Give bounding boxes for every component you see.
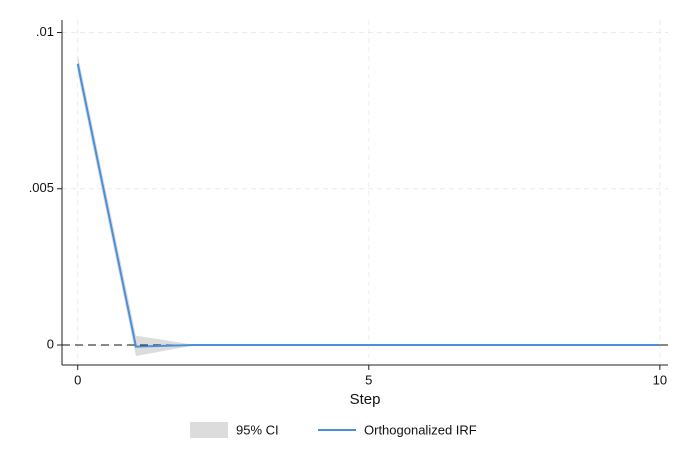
legend-swatch (190, 422, 228, 438)
x-axis-title: Step (350, 391, 381, 408)
x-tick-label: 5 (365, 372, 372, 387)
x-tick-label: 10 (653, 372, 667, 387)
irf-line (76, 63, 660, 348)
y-tick-label: .005 (29, 180, 54, 195)
legend-label: Orthogonalized IRF (364, 422, 477, 437)
y-tick-label: .01 (36, 24, 54, 39)
legend-label: 95% CI (236, 422, 279, 437)
y-tick-label: 0 (47, 336, 54, 351)
x-tick-label: 0 (74, 372, 81, 387)
